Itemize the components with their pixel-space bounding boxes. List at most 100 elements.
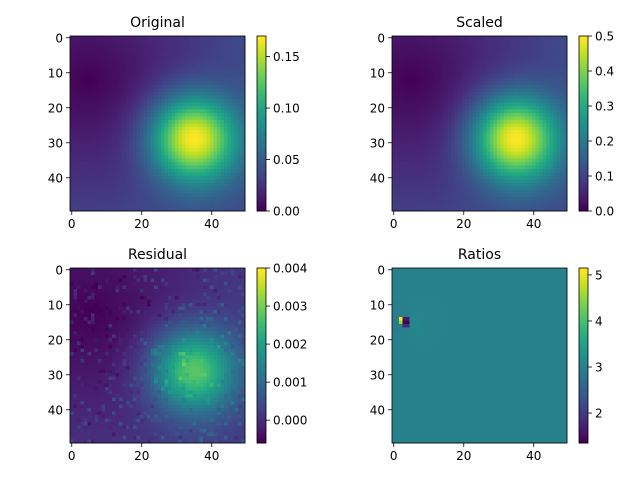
heatmap-cell — [189, 57, 193, 61]
heatmap-cell — [140, 172, 144, 177]
heatmap-cell — [227, 172, 232, 177]
heatmap-cell — [84, 137, 88, 142]
heatmap-cell — [206, 116, 211, 121]
heatmap-cell — [210, 123, 214, 128]
heatmap-cell — [556, 169, 561, 173]
heatmap-cell — [129, 120, 134, 124]
heatmap-cell — [154, 120, 158, 124]
heatmap-cell — [479, 102, 484, 107]
heatmap-cell — [420, 151, 424, 156]
heatmap-cell — [126, 158, 130, 163]
heatmap-cell — [444, 148, 449, 152]
heatmap-cell — [122, 64, 127, 68]
heatmap-cell — [497, 158, 501, 163]
heatmap-cell — [423, 172, 428, 177]
heatmap-cell — [217, 123, 221, 128]
heatmap-cell — [213, 43, 218, 47]
heatmap-cell — [171, 120, 176, 124]
heatmap-cell — [406, 169, 410, 173]
heatmap-cell — [91, 36, 95, 40]
heatmap-cell — [234, 81, 239, 86]
heatmap-cell — [420, 183, 424, 187]
heatmap-cell — [136, 81, 141, 86]
heatmap-cell — [161, 172, 165, 177]
heatmap-cell — [108, 165, 113, 170]
heatmap-cell — [164, 43, 169, 47]
heatmap-cell — [423, 158, 428, 163]
heatmap-cell — [105, 116, 109, 121]
heatmap-cell — [448, 151, 452, 156]
heatmap-cell — [161, 162, 165, 166]
heatmap-cell — [126, 57, 130, 61]
heatmap-cell — [486, 179, 491, 184]
heatmap-cell — [122, 39, 127, 44]
heatmap-cell — [563, 120, 568, 124]
heatmap-cell — [126, 81, 130, 86]
heatmap-cell — [164, 165, 169, 170]
heatmap-cell — [406, 186, 410, 191]
heatmap-cell — [458, 99, 463, 103]
heatmap-cell — [493, 190, 498, 194]
heatmap-cell — [549, 43, 554, 47]
heatmap-cell — [444, 60, 449, 65]
heatmap-cell — [563, 130, 568, 135]
heatmap-cell — [182, 197, 186, 201]
colorbar-segment — [257, 182, 266, 186]
heatmap-cell — [542, 113, 547, 117]
heatmap-cell — [469, 200, 473, 205]
heatmap-cell — [423, 151, 428, 156]
heatmap-cell — [161, 155, 165, 159]
heatmap-cell — [224, 127, 228, 131]
heatmap-cell — [203, 207, 207, 212]
heatmap-cell — [448, 116, 452, 121]
heatmap-cell — [108, 207, 113, 212]
heatmap-cell — [227, 183, 232, 187]
heatmap-cell — [560, 179, 564, 184]
heatmap-cell — [231, 39, 235, 44]
heatmap-cell — [497, 200, 501, 205]
heatmap-cell — [105, 158, 109, 163]
heatmap-cell — [462, 144, 466, 149]
heatmap-cell — [115, 134, 120, 138]
heatmap-cell — [234, 50, 239, 54]
heatmap-cell — [217, 50, 221, 54]
heatmap-cell — [441, 113, 445, 117]
heatmap-cell — [420, 148, 424, 152]
heatmap-cell — [108, 204, 113, 208]
heatmap-cell — [458, 165, 463, 170]
heatmap-cell — [437, 134, 442, 138]
heatmap-cell — [413, 123, 417, 128]
heatmap-cell — [126, 193, 130, 198]
heatmap-cell — [70, 148, 74, 152]
heatmap-cell — [528, 99, 533, 103]
heatmap-cell — [108, 78, 113, 82]
heatmap-cell — [392, 57, 396, 61]
heatmap-cell — [507, 88, 512, 93]
heatmap-cell — [112, 151, 116, 156]
heatmap-cell — [224, 207, 228, 212]
heatmap-cell — [546, 123, 550, 128]
heatmap-cell — [500, 151, 505, 156]
heatmap-cell — [434, 116, 438, 121]
heatmap-cell — [444, 197, 449, 201]
heatmap-cell — [91, 165, 95, 170]
heatmap-cell — [476, 85, 480, 89]
colorbar-frame — [256, 35, 267, 212]
heatmap-cell — [472, 176, 477, 180]
heatmap-cell — [80, 57, 85, 61]
heatmap-cell — [493, 165, 498, 170]
heatmap-cell — [409, 148, 414, 152]
heatmap-cell — [98, 95, 102, 100]
heatmap-cell — [220, 60, 225, 65]
heatmap-cell — [119, 155, 123, 159]
heatmap-cell — [73, 36, 78, 40]
heatmap-cell — [213, 172, 218, 177]
heatmap-cell — [448, 193, 452, 198]
heatmap-cell — [122, 197, 127, 201]
heatmap-cell — [154, 127, 158, 131]
x-tick-label: 20 — [134, 217, 149, 231]
heatmap-cell — [483, 88, 487, 93]
heatmap-cell — [392, 183, 396, 187]
heatmap-cell — [129, 71, 134, 75]
heatmap-cell — [161, 207, 165, 212]
